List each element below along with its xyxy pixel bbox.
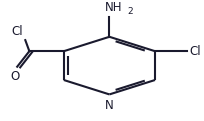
Text: Cl: Cl xyxy=(190,45,201,58)
Text: O: O xyxy=(11,70,20,83)
Text: NH: NH xyxy=(105,0,123,14)
Text: N: N xyxy=(105,99,114,112)
Text: Cl: Cl xyxy=(12,25,23,38)
Text: 2: 2 xyxy=(128,7,133,16)
